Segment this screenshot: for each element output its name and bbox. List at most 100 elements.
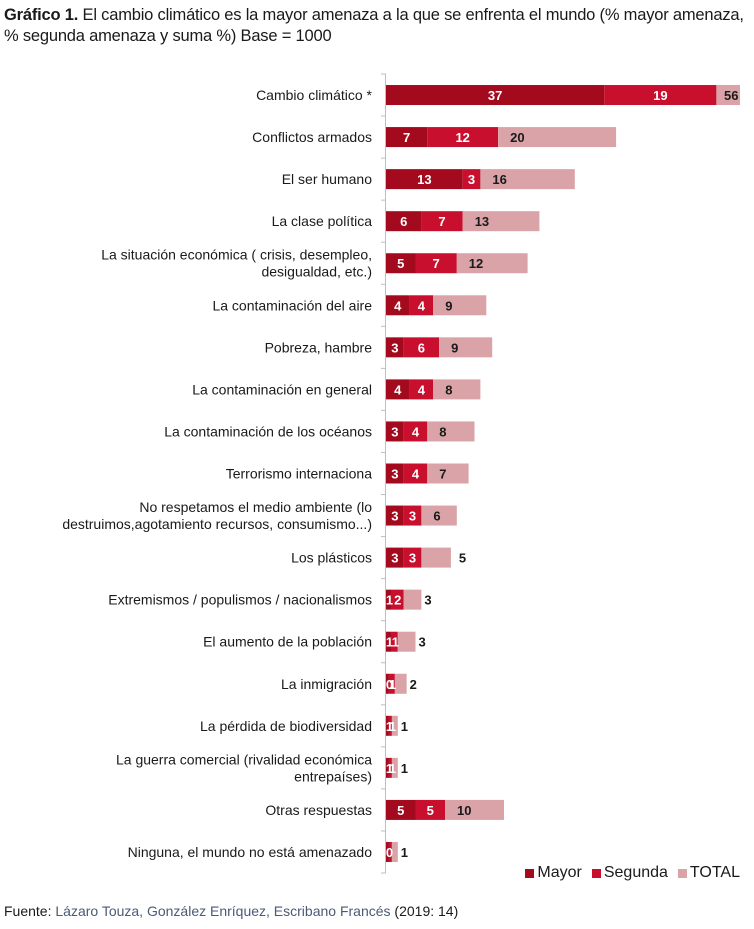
category-label: Extremismos / populismos / nacionalismos — [108, 592, 372, 608]
data-label-total: 8 — [445, 382, 452, 397]
data-label-mayor: 4 — [394, 298, 402, 313]
data-label-segunda: 1 — [389, 677, 396, 692]
bar-segunda — [604, 85, 717, 106]
data-label-total: 6 — [433, 509, 440, 524]
data-label-segunda: 3 — [409, 509, 416, 524]
category-label: Ninguna, el mundo no está amenazado — [128, 844, 373, 860]
data-label-total: 3 — [419, 635, 426, 650]
bar-segunda — [403, 505, 422, 526]
bar-segunda — [421, 211, 463, 232]
data-label-total: 13 — [475, 214, 489, 229]
bar-mayor — [386, 589, 392, 610]
bar-total — [391, 841, 398, 862]
data-label-mayor: 0 — [386, 845, 393, 860]
bar-mayor — [386, 631, 392, 652]
bar-mayor — [386, 799, 416, 820]
data-label-total: 9 — [451, 340, 458, 355]
bar-mayor — [386, 85, 605, 106]
data-label-mayor: 6 — [400, 214, 407, 229]
bar-total — [394, 673, 407, 694]
bar-segunda — [388, 673, 395, 694]
data-label-mayor: 3 — [391, 424, 398, 439]
data-label-total: 8 — [439, 424, 446, 439]
bar-mayor — [386, 715, 389, 736]
category-label: Conflictos armados — [252, 129, 372, 145]
data-label-total: 1 — [401, 845, 408, 860]
data-label-total: 1 — [401, 719, 408, 734]
legend: Mayor Segunda TOTAL — [525, 864, 740, 882]
bar-segunda — [427, 127, 499, 148]
data-label-segunda: 7 — [438, 214, 445, 229]
bar-mayor — [386, 253, 416, 274]
bar-mayor — [386, 169, 463, 190]
data-label-segunda: 2 — [394, 593, 401, 608]
bar-total — [433, 295, 487, 316]
bar-total — [391, 715, 398, 736]
bar-total — [433, 379, 481, 400]
data-label-mayor: 7 — [403, 130, 410, 145]
source-note: Fuente: Lázaro Touza, González Enríquez,… — [4, 903, 458, 919]
bar-total — [439, 337, 493, 358]
bar-total — [480, 169, 575, 190]
legend-label-total: TOTAL — [689, 864, 740, 881]
bar-segunda — [403, 547, 422, 568]
data-label-segunda: 4 — [418, 382, 426, 397]
data-label-segunda: 1 — [392, 635, 399, 650]
bar-segunda — [462, 169, 481, 190]
legend-swatch-segunda — [591, 868, 601, 878]
source-prefix: Fuente: — [4, 903, 56, 919]
bar-total — [445, 799, 504, 820]
bar-mayor — [386, 421, 404, 442]
category-label: El ser humano — [282, 171, 372, 187]
bar-total — [403, 589, 422, 610]
bar-total — [397, 631, 416, 652]
data-label-segunda: 6 — [418, 340, 425, 355]
legend-swatch-mayor — [525, 868, 535, 878]
data-label-total: 20 — [510, 130, 524, 145]
legend-item-mayor: Mayor — [525, 864, 582, 882]
bar-segunda — [391, 631, 398, 652]
bar-segunda — [388, 715, 392, 736]
data-label-mayor: 1 — [386, 593, 393, 608]
data-label-segunda: 1 — [389, 719, 396, 734]
bar-total — [427, 463, 469, 484]
legend-label-mayor: Mayor — [537, 864, 582, 881]
data-label-total: 5 — [459, 551, 466, 566]
bar-segunda — [415, 799, 445, 820]
bar-total — [421, 505, 457, 526]
data-label-segunda: 3 — [409, 551, 416, 566]
data-label-mayor: 37 — [488, 88, 502, 103]
data-label-mayor: 5 — [397, 803, 404, 818]
data-label-segunda: 3 — [468, 172, 475, 187]
bar-total — [462, 211, 540, 232]
category-label: La contaminación en general — [192, 381, 372, 397]
data-label-total: 2 — [410, 677, 417, 692]
data-label-mayor: 5 — [397, 256, 404, 271]
legend-item-segunda: Segunda — [591, 864, 668, 882]
bar-total — [391, 757, 398, 778]
category-label: Los plásticos — [291, 550, 372, 566]
bar-mayor — [386, 547, 404, 568]
category-label: La contaminación del aire — [212, 297, 372, 313]
bar-total — [421, 547, 451, 568]
data-label-total: 1 — [401, 761, 408, 776]
data-label-segunda: 4 — [412, 467, 420, 482]
bar-total — [456, 253, 528, 274]
bar-mayor — [386, 337, 404, 358]
data-label-total: 12 — [469, 256, 483, 271]
bar-segunda — [403, 337, 440, 358]
bar-mayor — [386, 379, 410, 400]
bar-segunda — [388, 841, 392, 862]
bar-segunda — [388, 757, 392, 778]
data-label-mayor: 3 — [391, 509, 398, 524]
category-label: No respetamos el medio ambiente (lo destr… — [62, 499, 372, 532]
data-label-segunda: 1 — [389, 761, 396, 776]
data-label-mayor: 0 — [386, 677, 393, 692]
data-label-total: 10 — [457, 803, 471, 818]
bar-segunda — [409, 379, 434, 400]
bar-mayor — [386, 757, 389, 778]
data-label-mayor: 3 — [391, 551, 398, 566]
category-label: La guerra comercial (rivalidad económica… — [116, 751, 372, 784]
category-label: Otras respuestas — [265, 802, 372, 818]
bar-mayor — [386, 211, 422, 232]
